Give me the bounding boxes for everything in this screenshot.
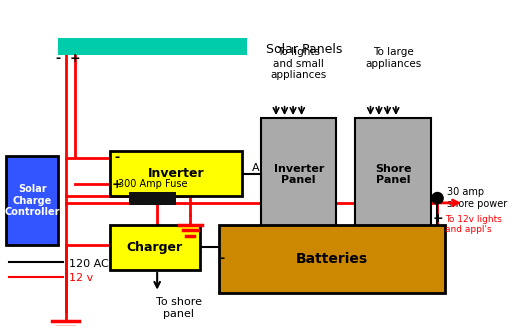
Bar xyxy=(356,118,431,231)
Text: Shore
Panel: Shore Panel xyxy=(375,164,411,185)
Text: To 12v lights
and appl's: To 12v lights and appl's xyxy=(445,215,502,234)
Text: Inverter: Inverter xyxy=(148,167,204,180)
Text: To large
appliances: To large appliances xyxy=(365,47,421,69)
Text: +: + xyxy=(70,52,81,65)
Bar xyxy=(110,151,242,196)
Text: To lights
and small
appliances: To lights and small appliances xyxy=(271,47,327,80)
Circle shape xyxy=(432,193,443,204)
Text: Solar
Charge
Controller: Solar Charge Controller xyxy=(5,184,60,217)
Text: To shore
panel: To shore panel xyxy=(156,297,202,319)
Text: +: + xyxy=(111,179,122,192)
Bar xyxy=(129,192,176,205)
Text: +: + xyxy=(433,212,444,225)
Bar xyxy=(261,118,337,231)
Text: 300 Amp Fuse: 300 Amp Fuse xyxy=(117,179,187,189)
Bar xyxy=(110,224,200,270)
Bar xyxy=(58,38,247,55)
Text: Batteries: Batteries xyxy=(295,252,368,266)
Text: -: - xyxy=(114,151,119,164)
Text: A: A xyxy=(251,163,259,173)
Text: Solar Panels: Solar Panels xyxy=(266,43,342,56)
Bar xyxy=(219,224,445,292)
Text: 12 v: 12 v xyxy=(69,273,94,283)
Text: 120 AC: 120 AC xyxy=(69,259,109,269)
Text: Charger: Charger xyxy=(127,241,183,254)
Text: -: - xyxy=(55,52,61,65)
Text: Inverter
Panel: Inverter Panel xyxy=(273,164,324,185)
Bar xyxy=(6,156,58,245)
Text: 30 amp
shore power: 30 amp shore power xyxy=(447,187,507,209)
Text: -: - xyxy=(220,252,225,265)
